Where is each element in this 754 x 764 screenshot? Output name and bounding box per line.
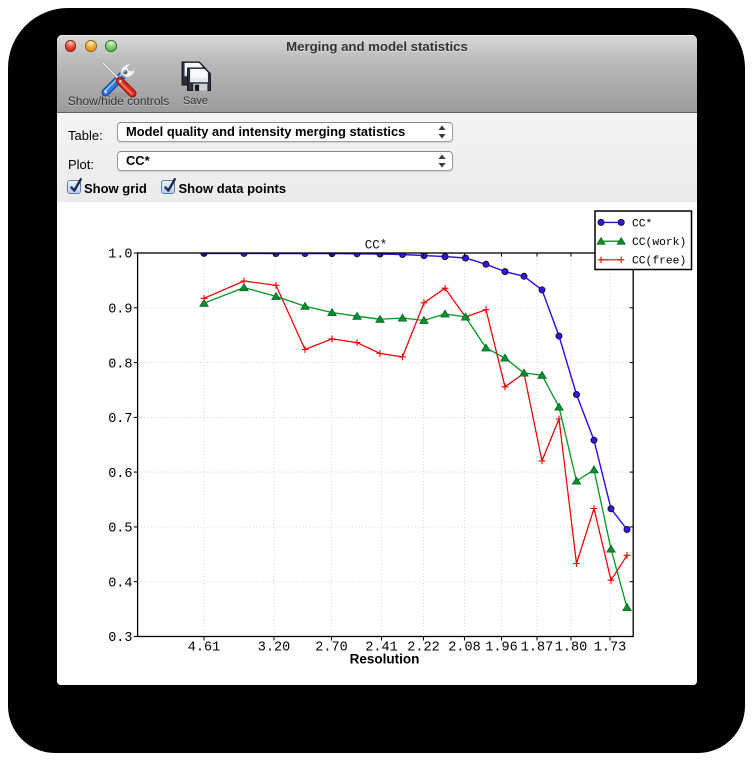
svg-text:2.41: 2.41 bbox=[365, 641, 397, 656]
svg-text:1.96: 1.96 bbox=[485, 641, 517, 656]
svg-text:0.5: 0.5 bbox=[108, 522, 132, 537]
svg-text:CC(work): CC(work) bbox=[632, 237, 686, 249]
svg-text:2.08: 2.08 bbox=[448, 641, 480, 656]
svg-text:2.70: 2.70 bbox=[315, 641, 347, 656]
svg-text:CC*: CC* bbox=[632, 218, 652, 230]
svg-text:1.80: 1.80 bbox=[555, 641, 587, 656]
svg-text:1.73: 1.73 bbox=[594, 641, 626, 656]
svg-text:1.87: 1.87 bbox=[521, 641, 553, 656]
svg-text:0.7: 0.7 bbox=[108, 412, 132, 427]
svg-text:4.61: 4.61 bbox=[188, 641, 220, 656]
svg-text:1.0: 1.0 bbox=[108, 248, 132, 263]
svg-text:0.3: 0.3 bbox=[108, 631, 132, 646]
svg-text:2.22: 2.22 bbox=[407, 641, 439, 656]
svg-text:0.9: 0.9 bbox=[108, 303, 132, 318]
svg-text:0.6: 0.6 bbox=[108, 467, 132, 482]
svg-text:3.20: 3.20 bbox=[258, 641, 290, 656]
svg-text:Resolution: Resolution bbox=[350, 652, 420, 667]
svg-text:0.8: 0.8 bbox=[108, 357, 132, 372]
svg-text:CC(free): CC(free) bbox=[632, 256, 686, 268]
svg-text:0.4: 0.4 bbox=[108, 576, 132, 591]
svg-text:CC*: CC* bbox=[365, 238, 388, 252]
